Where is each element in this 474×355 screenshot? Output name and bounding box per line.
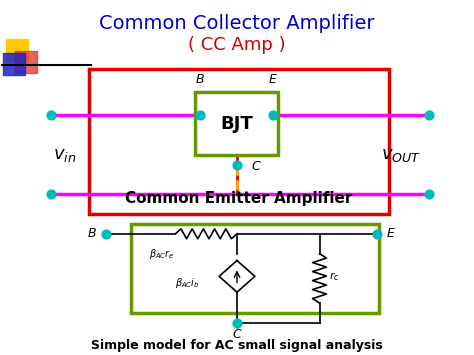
Text: $\beta_{AC} i_b$: $\beta_{AC} i_b$ bbox=[175, 276, 200, 290]
Text: C: C bbox=[233, 328, 241, 341]
Point bbox=[102, 231, 109, 237]
Point bbox=[47, 191, 55, 197]
Text: Common Collector Amplifier: Common Collector Amplifier bbox=[99, 13, 375, 33]
Bar bbox=[6, 39, 28, 61]
Text: $v_{in}$: $v_{in}$ bbox=[53, 146, 76, 164]
Bar bbox=[89, 69, 389, 214]
Point bbox=[47, 112, 55, 118]
Text: Simple model for AC small signal analysis: Simple model for AC small signal analysi… bbox=[91, 339, 383, 352]
Point bbox=[233, 320, 241, 326]
Bar bbox=[15, 51, 37, 73]
Bar bbox=[195, 92, 278, 155]
Point bbox=[233, 162, 241, 168]
Point bbox=[374, 231, 381, 237]
Point bbox=[196, 112, 204, 118]
Bar bbox=[3, 53, 25, 75]
Text: E: E bbox=[269, 73, 277, 87]
Point bbox=[425, 112, 433, 118]
Text: B: B bbox=[87, 227, 96, 240]
Text: C: C bbox=[252, 160, 261, 173]
Text: ( CC Amp ): ( CC Amp ) bbox=[188, 36, 286, 54]
Text: E: E bbox=[387, 227, 395, 240]
Bar bbox=[131, 224, 379, 313]
Text: Common Emitter Amplifier: Common Emitter Amplifier bbox=[125, 191, 353, 206]
Text: $r_c$: $r_c$ bbox=[329, 270, 340, 283]
Text: BJT: BJT bbox=[220, 115, 253, 132]
Point bbox=[425, 191, 433, 197]
Text: $v_{OUT}$: $v_{OUT}$ bbox=[381, 146, 421, 164]
Point bbox=[269, 112, 277, 118]
Text: B: B bbox=[196, 73, 204, 87]
Text: $\beta_{AC} r_e$: $\beta_{AC} r_e$ bbox=[148, 247, 174, 261]
